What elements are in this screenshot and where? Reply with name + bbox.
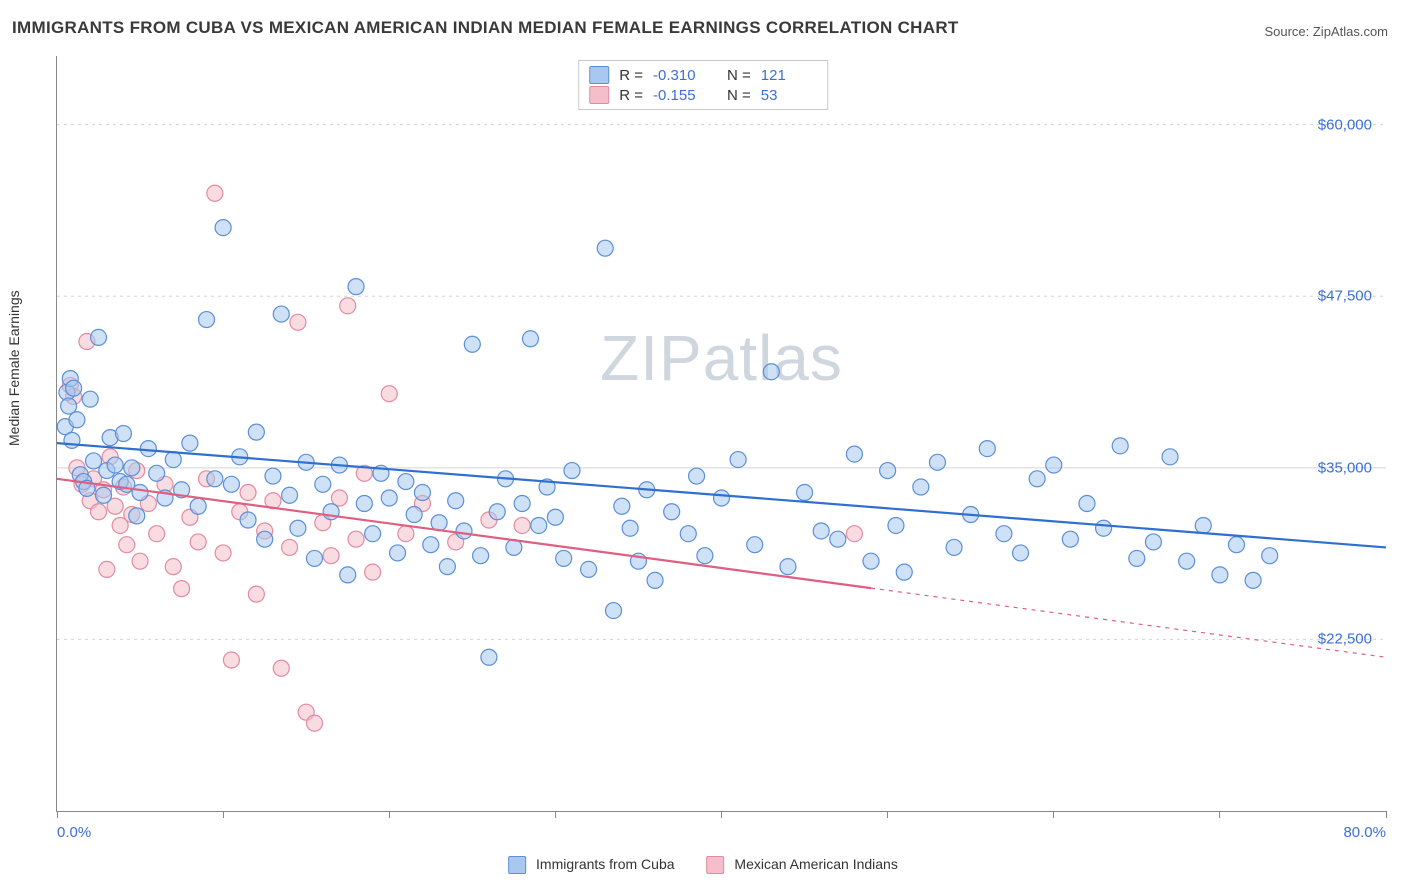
series-legend: Immigrants from Cuba Mexican American In… xyxy=(508,856,898,874)
y-tick-label: $22,500 xyxy=(1318,631,1372,648)
legend-label: Mexican American Indians xyxy=(734,856,897,872)
chart-svg xyxy=(57,56,1386,811)
x-tick-mark xyxy=(1386,811,1387,818)
legend-label: Immigrants from Cuba xyxy=(536,856,674,872)
y-tick-label: $47,500 xyxy=(1318,288,1372,305)
x-tick-mark xyxy=(57,811,58,818)
y-axis-label: Median Female Earnings xyxy=(6,290,22,446)
correlation-legend: R = -0.310 N = 121 R = -0.155 N = 53 xyxy=(578,60,828,110)
legend-item-mexican: Mexican American Indians xyxy=(707,856,898,874)
legend-row-mexican: R = -0.155 N = 53 xyxy=(589,85,817,105)
legend-swatch-mexican xyxy=(589,86,609,104)
legend-swatch-icon xyxy=(508,856,526,874)
x-tick-mark xyxy=(223,811,224,818)
x-tick-mark xyxy=(389,811,390,818)
chart-title: IMMIGRANTS FROM CUBA VS MEXICAN AMERICAN… xyxy=(12,18,959,38)
legend-row-cuba: R = -0.310 N = 121 xyxy=(589,65,817,85)
x-tick-mark xyxy=(721,811,722,818)
x-tick-mark xyxy=(555,811,556,818)
legend-swatch-icon xyxy=(707,856,725,874)
legend-swatch-cuba xyxy=(589,66,609,84)
r-value-mexican: -0.155 xyxy=(653,87,709,104)
n-value-cuba: 121 xyxy=(761,67,817,84)
n-value-mexican: 53 xyxy=(761,87,817,104)
x-tick-label: 0.0% xyxy=(57,824,91,841)
r-value-cuba: -0.310 xyxy=(653,67,709,84)
legend-item-cuba: Immigrants from Cuba xyxy=(508,856,674,874)
x-tick-mark xyxy=(1219,811,1220,818)
y-tick-label: $60,000 xyxy=(1318,116,1372,133)
y-tick-label: $35,000 xyxy=(1318,459,1372,476)
x-tick-label: 80.0% xyxy=(1343,824,1386,841)
plot-area: ZIPatlas $22,500$35,000$47,500$60,0000.0… xyxy=(56,56,1386,812)
x-tick-mark xyxy=(1053,811,1054,818)
source-label: Source: ZipAtlas.com xyxy=(1264,24,1388,39)
x-tick-mark xyxy=(887,811,888,818)
